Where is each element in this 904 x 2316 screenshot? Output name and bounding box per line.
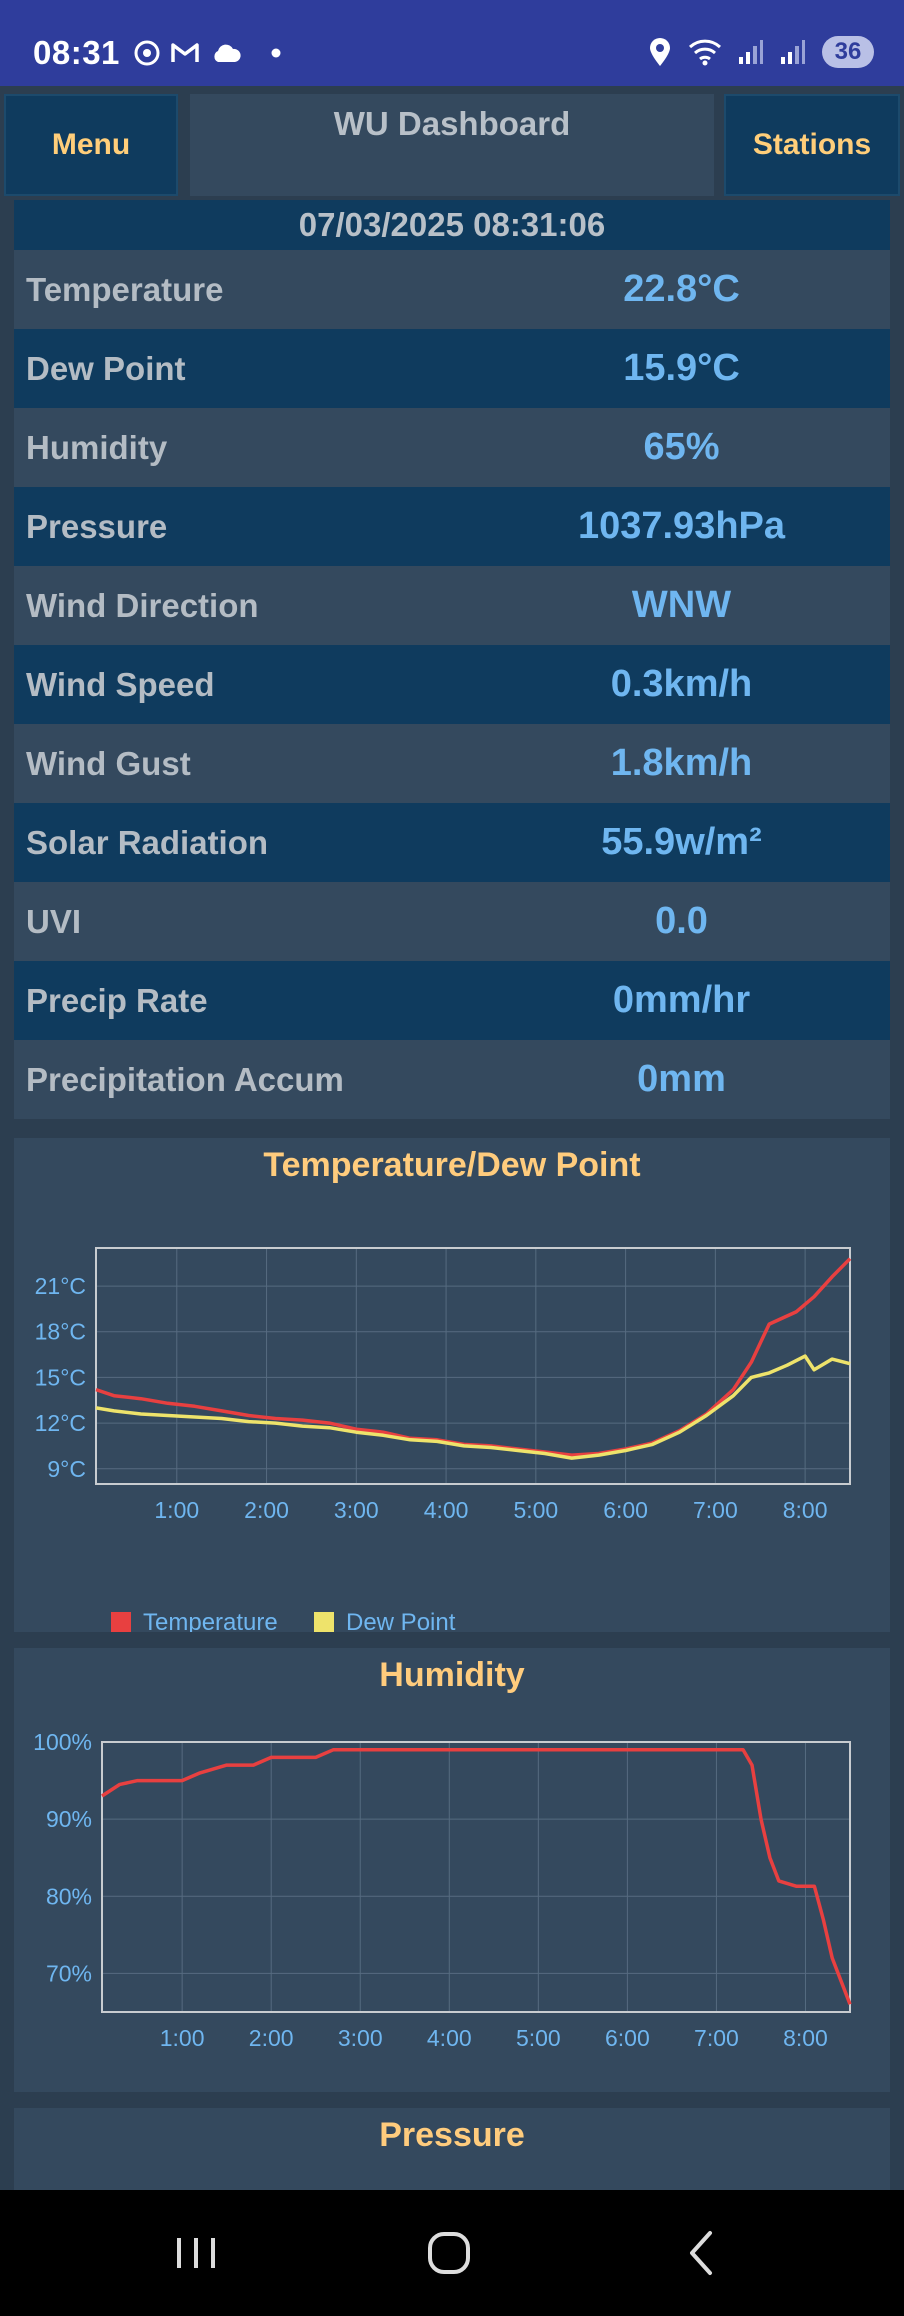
x-tick-label: 7:00 <box>694 2025 739 2051</box>
menu-button[interactable]: Menu <box>4 94 178 196</box>
x-tick-label: 3:00 <box>334 1497 379 1523</box>
app-header: Menu WU Dashboard Stations <box>0 90 904 196</box>
reading-label: Humidity <box>26 428 168 466</box>
reading-row-wind-gust: Wind Gust 1.8km/h <box>14 724 890 803</box>
plot-frame <box>95 1247 851 1485</box>
reading-label: Wind Speed <box>26 665 215 703</box>
location-icon <box>650 38 670 66</box>
pressure-chart-panel: Pressure <box>14 2108 890 2190</box>
status-bar: 08:31 <box>0 0 904 86</box>
y-tick-label: 21°C <box>35 1273 86 1299</box>
reading-label: Solar Radiation <box>26 823 269 861</box>
signal-icon <box>781 40 805 64</box>
reading-value: 15.9°C <box>623 347 740 389</box>
reading-value: 1.8km/h <box>610 742 753 784</box>
x-tick-label: 5:00 <box>516 2025 561 2051</box>
reading-label: Temperature <box>26 270 224 308</box>
chrome-icon <box>134 40 160 66</box>
y-tick-label: 9°C <box>47 1456 86 1482</box>
reading-row-uvi: UVI 0.0 <box>14 882 890 961</box>
reading-label: Wind Gust <box>26 744 191 782</box>
home-icon[interactable] <box>419 2223 479 2283</box>
x-tick-label: 6:00 <box>605 2025 650 2051</box>
reading-row-precip-rate: Precip Rate 0mm/hr <box>14 961 890 1040</box>
status-time: 08:31 <box>33 34 120 71</box>
app-title: WU Dashboard <box>190 94 714 196</box>
stations-button[interactable]: Stations <box>724 94 900 196</box>
legend-swatch <box>111 1612 131 1632</box>
reading-label: Wind Direction <box>26 586 259 624</box>
reading-label: UVI <box>26 902 82 940</box>
recent-apps-icon[interactable] <box>166 2223 226 2283</box>
x-tick-label: 3:00 <box>338 2025 383 2051</box>
x-tick-label: 2:00 <box>244 1497 289 1523</box>
x-tick-label: 1:00 <box>160 2025 205 2051</box>
reading-label: Pressure <box>26 507 168 545</box>
series-line-humidity <box>101 1747 852 2005</box>
legend-swatch <box>314 1612 334 1632</box>
battery-indicator: 36 <box>822 36 874 68</box>
reading-row-solar-radiation: Solar Radiation 55.9w/m² <box>14 803 890 882</box>
observation-datetime: 07/03/2025 08:31:06 <box>14 200 890 250</box>
reading-row-wind-speed: Wind Speed 0.3km/h <box>14 645 890 724</box>
x-tick-label: 5:00 <box>513 1497 558 1523</box>
humidity-chart: 1:00 2:00 3:00 4:00 5:00 6:00 7:00 8:00 70% 80% 90… <box>33 1729 852 2051</box>
reading-value: 22.8°C <box>623 268 740 310</box>
reading-row-humidity: Humidity 65% <box>14 408 890 487</box>
cloud-icon <box>214 44 241 62</box>
reading-row-dew-point: Dew Point 15.9°C <box>14 329 890 408</box>
dot-icon <box>271 48 281 58</box>
plot-frame <box>101 1741 851 2013</box>
gmail-icon <box>171 43 199 62</box>
legend-label: Dew Point <box>346 1609 456 1632</box>
y-tick-label: 15°C <box>35 1364 86 1390</box>
reading-value: 0mm <box>637 1058 726 1100</box>
system-nav-bar <box>0 2190 904 2316</box>
reading-value: 0mm/hr <box>612 979 751 1021</box>
reading-value: 0.3km/h <box>610 663 753 705</box>
x-tick-label: 4:00 <box>427 2025 472 2051</box>
series-line-dew-point <box>95 1354 851 1460</box>
back-icon[interactable] <box>672 2223 732 2283</box>
y-tick-label: 70% <box>46 1960 92 1986</box>
signal-icon <box>739 40 763 64</box>
chart-title: Pressure <box>379 2116 525 2154</box>
reading-label: Dew Point <box>26 349 186 387</box>
chart-title: Temperature/Dew Point <box>263 1146 641 1184</box>
reading-row-pressure: Pressure 1037.93hPa <box>14 487 890 566</box>
series-line-temperature <box>95 1257 852 1457</box>
reading-row-precip-accum: Precipitation Accum 0mm <box>14 1040 890 1119</box>
x-tick-label: 1:00 <box>154 1497 199 1523</box>
y-tick-label: 100% <box>33 1729 92 1755</box>
x-tick-label: 2:00 <box>249 2025 294 2051</box>
wifi-icon <box>688 39 722 66</box>
x-tick-label: 8:00 <box>783 2025 828 2051</box>
legend-label: Temperature <box>143 1609 278 1632</box>
reading-value: WNW <box>631 584 732 626</box>
y-tick-label: 18°C <box>35 1319 86 1345</box>
temp-dew-chart: 1:00 2:00 3:00 4:00 5:00 6:00 7:00 8:00 9°C 12°C 1… <box>35 1247 852 1632</box>
x-tick-label: 4:00 <box>424 1497 469 1523</box>
x-tick-label: 6:00 <box>603 1497 648 1523</box>
x-tick-label: 8:00 <box>783 1497 828 1523</box>
reading-label: Precip Rate <box>26 981 208 1019</box>
chart-title: Humidity <box>379 1656 525 1694</box>
humidity-chart-panel: Humidity 1:00 2:00 3:00 4:00 5:00 6:00 7:00 8:0… <box>14 1648 890 2092</box>
y-tick-label: 80% <box>46 1883 92 1909</box>
reading-value: 55.9w/m² <box>601 821 762 863</box>
reading-value: 1037.93hPa <box>577 505 786 547</box>
reading-value: 0.0 <box>655 900 708 942</box>
y-tick-label: 12°C <box>35 1410 86 1436</box>
y-tick-label: 90% <box>46 1806 92 1832</box>
temp-dew-chart-panel: Temperature/Dew Point 1:00 2:00 3:00 4:00 5:… <box>14 1138 890 1632</box>
reading-label: Precipitation Accum <box>26 1060 344 1098</box>
reading-row-temperature: Temperature 22.8°C <box>14 250 890 329</box>
x-tick-label: 7:00 <box>693 1497 738 1523</box>
reading-row-wind-direction: Wind Direction WNW <box>14 566 890 645</box>
readings-table: Temperature 22.8°C Dew Point 15.9°C Humi… <box>14 250 890 1119</box>
reading-value: 65% <box>643 426 720 468</box>
